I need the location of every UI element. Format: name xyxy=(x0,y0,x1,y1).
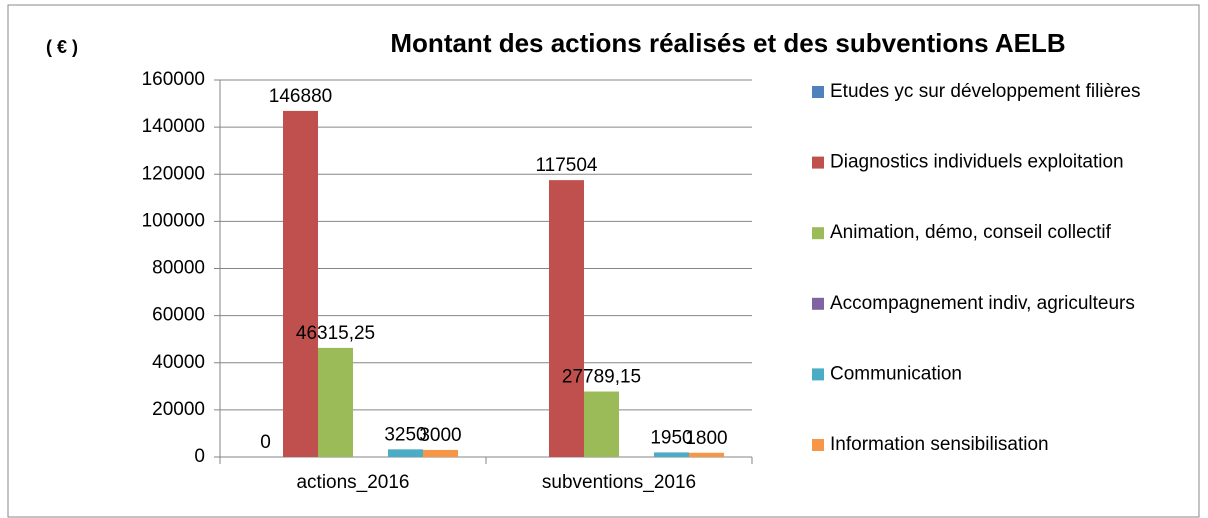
legend-swatch xyxy=(812,227,824,240)
legend-label: Animation, démo, conseil collectif xyxy=(830,222,1112,243)
legend-label: Accompagnement indiv, agriculteurs xyxy=(830,293,1135,314)
legend-line: Animation, démo, conseil collectif xyxy=(830,222,1112,243)
data-label: 117504 xyxy=(536,155,598,176)
legend-label: Etudes yc sur développement filières xyxy=(830,81,1141,102)
y-tick-label: 40000 xyxy=(152,352,205,373)
legend-label: Diagnostics individuels exploitation xyxy=(830,152,1124,173)
data-label: 1800 xyxy=(685,428,727,449)
legend-swatch xyxy=(812,86,824,98)
bar xyxy=(423,449,458,457)
legend-line: Diagnostics individuels exploitation xyxy=(830,152,1124,173)
data-label: 146880 xyxy=(269,86,332,107)
legend-swatch xyxy=(812,156,824,169)
bar xyxy=(388,449,423,457)
data-label: 3000 xyxy=(419,425,461,446)
y-tick-label: 0 xyxy=(194,446,205,467)
legend-line: Etudes yc sur développement filières xyxy=(830,81,1141,102)
legend-line: Information sensibilisation xyxy=(830,434,1049,455)
legend-swatch xyxy=(812,439,824,451)
y-tick-label: 120000 xyxy=(142,163,205,184)
data-label: 0 xyxy=(260,432,271,453)
legend-swatch xyxy=(812,368,824,381)
y-tick-label: 60000 xyxy=(152,305,205,326)
y-tick-label: 100000 xyxy=(142,210,205,231)
y-tick-label: 140000 xyxy=(142,116,205,137)
bar xyxy=(318,347,353,457)
bar xyxy=(654,452,689,457)
y-tick-label: 80000 xyxy=(152,258,205,279)
data-label: 3250 xyxy=(384,424,426,445)
chart-title: Montant des actions réalisés et des subv… xyxy=(390,28,1065,58)
legend-line: Accompagnement indiv, agriculteurs xyxy=(830,293,1135,314)
y-axis-label: ( € ) xyxy=(46,37,78,57)
bar xyxy=(689,452,724,457)
legend-label: Information sensibilisation xyxy=(830,434,1049,455)
legend-line: Communication xyxy=(830,363,962,384)
x-tick-label: actions_2016 xyxy=(296,472,409,493)
legend-label: Communication xyxy=(830,363,962,384)
data-label: 1950 xyxy=(650,427,692,448)
data-label: 27789,15 xyxy=(562,367,641,388)
bar xyxy=(283,110,318,457)
x-tick-label: subventions_2016 xyxy=(542,472,696,493)
data-label: 46315,25 xyxy=(296,323,375,344)
y-tick-label: 20000 xyxy=(152,399,205,420)
bar xyxy=(549,180,584,457)
bar xyxy=(584,391,619,457)
y-tick-label: 160000 xyxy=(142,69,205,90)
legend-swatch xyxy=(812,297,824,310)
